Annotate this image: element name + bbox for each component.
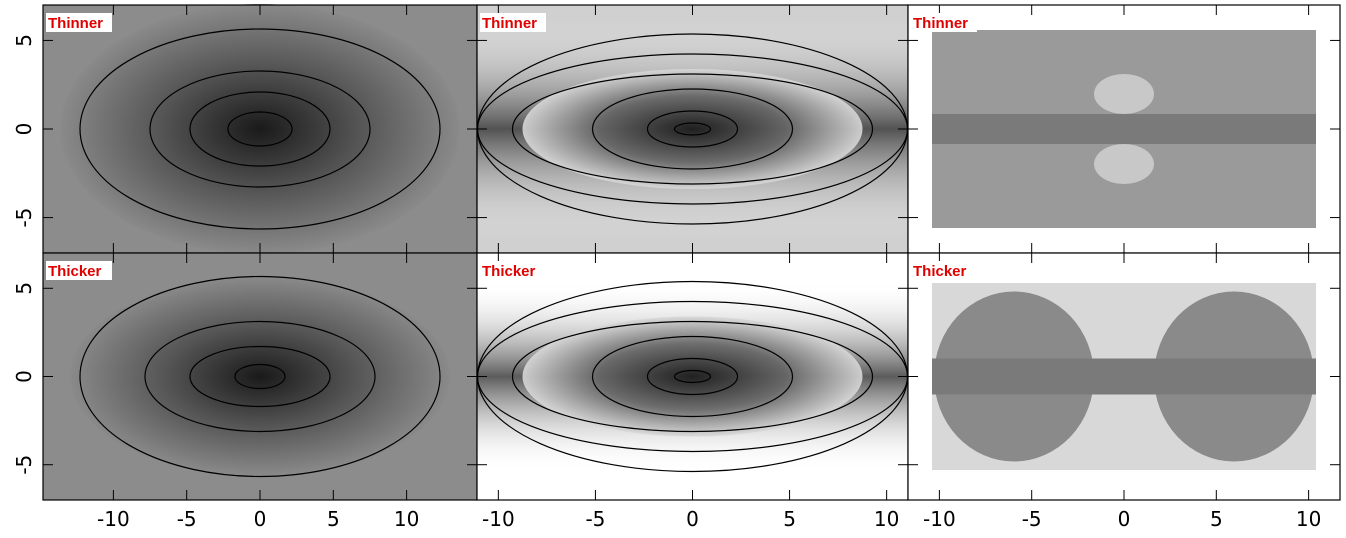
- x-tick-label: -5: [177, 507, 197, 531]
- label-box: [480, 261, 546, 280]
- image-core: [60, 4, 460, 254]
- panel-label: Thinner: [482, 15, 537, 32]
- contour: [591, 335, 794, 418]
- label-box: [480, 13, 546, 32]
- panel-label: Thinner: [48, 15, 103, 32]
- x-tick-label: 10: [394, 507, 419, 531]
- contour: [79, 28, 441, 230]
- x-tick-label: -5: [585, 507, 605, 531]
- x-tick-label: 5: [327, 507, 340, 531]
- x-tick-label: 5: [1210, 507, 1223, 531]
- image-band: [932, 114, 1316, 144]
- contour: [149, 70, 371, 188]
- contour: [234, 363, 286, 390]
- y-tick-label: -5: [12, 455, 36, 475]
- x-tick-label: 5: [783, 507, 796, 531]
- panel-label: Thicker: [482, 263, 536, 280]
- image-lobe: [1094, 74, 1154, 114]
- label-box: [46, 261, 112, 280]
- x-tick-label: -10: [97, 507, 130, 531]
- image-core: [522, 316, 863, 437]
- panel: -5 0 5 Thinner: [12, 4, 478, 254]
- contour: [511, 320, 874, 433]
- y-tick-label: 5: [12, 34, 36, 47]
- y-tick-label: -5: [12, 208, 36, 228]
- label-box: [911, 13, 977, 32]
- y-tick-label: 5: [12, 282, 36, 295]
- contour: [144, 320, 376, 433]
- x-tick-label: 0: [686, 507, 699, 531]
- contour: [673, 369, 712, 384]
- image-core: [522, 69, 863, 189]
- x-tick-label: -10: [923, 507, 956, 531]
- x-tick-label: 0: [254, 507, 267, 531]
- contour: [591, 88, 794, 170]
- y-tick-label: 0: [12, 123, 36, 136]
- image-lobe: [1094, 144, 1154, 184]
- panel: -10 -5 0 5 10 Thicker: [907, 252, 1341, 531]
- label-box: [46, 13, 112, 32]
- contour: [511, 73, 874, 185]
- contour: [189, 91, 331, 167]
- contour: [79, 275, 441, 478]
- x-tick-label: 10: [874, 507, 899, 531]
- x-tick-label: -5: [1022, 507, 1042, 531]
- panel-label: Thinner: [913, 15, 968, 32]
- x-tick-label: 0: [1118, 507, 1131, 531]
- x-tick-label: 10: [1296, 507, 1321, 531]
- contour: [227, 111, 293, 147]
- contour: [189, 345, 331, 408]
- panel-label: Thicker: [48, 263, 102, 280]
- contour: [646, 357, 739, 396]
- panel: Thinner: [907, 4, 1341, 254]
- panel: -10 -5 0 5 10 Thicker: [476, 252, 909, 531]
- panel: -10 -5 0 5 10 -5 0 5 Thicker: [12, 252, 478, 531]
- y-tick-label: 0: [12, 370, 36, 383]
- panel: Thinner: [476, 4, 909, 254]
- label-box: [911, 261, 977, 280]
- x-tick-label: -10: [482, 507, 515, 531]
- image-core: [70, 276, 450, 477]
- contour: [673, 122, 712, 136]
- image-band: [932, 358, 1316, 395]
- panel-label: Thicker: [913, 263, 967, 280]
- contour: [646, 110, 739, 148]
